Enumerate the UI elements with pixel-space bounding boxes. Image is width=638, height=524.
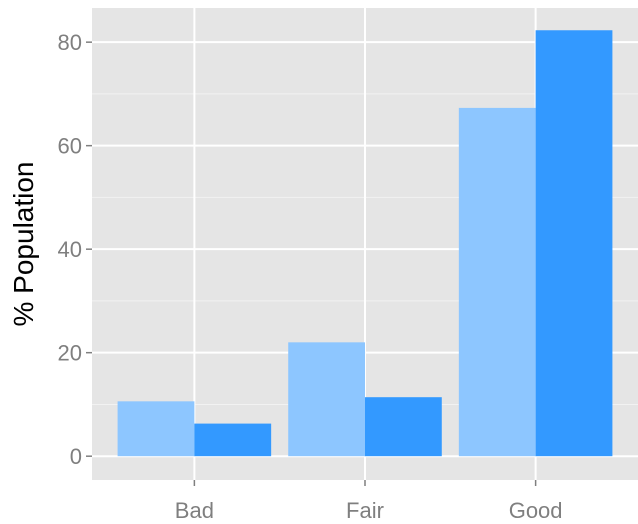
y-tick-label: 60 [58, 134, 82, 159]
y-tick-label: 20 [58, 341, 82, 366]
y-axis-title: % Population [8, 161, 39, 326]
y-axis-ticks: 0 20 40 60 80 [58, 30, 92, 469]
y-tick-label: 80 [58, 30, 82, 55]
bars [117, 30, 613, 457]
bar [458, 107, 536, 457]
x-axis-ticks: Bad Fair Good [175, 480, 563, 523]
bar [535, 30, 613, 457]
bar [288, 342, 365, 457]
x-tick-label: Bad [175, 498, 214, 523]
bar [365, 397, 442, 457]
y-tick-label: 40 [58, 237, 82, 262]
bar [117, 401, 195, 457]
y-tick-label: 0 [70, 444, 82, 469]
x-tick-label: Good [509, 498, 563, 523]
bar [194, 423, 272, 457]
x-tick-label: Fair [346, 498, 384, 523]
